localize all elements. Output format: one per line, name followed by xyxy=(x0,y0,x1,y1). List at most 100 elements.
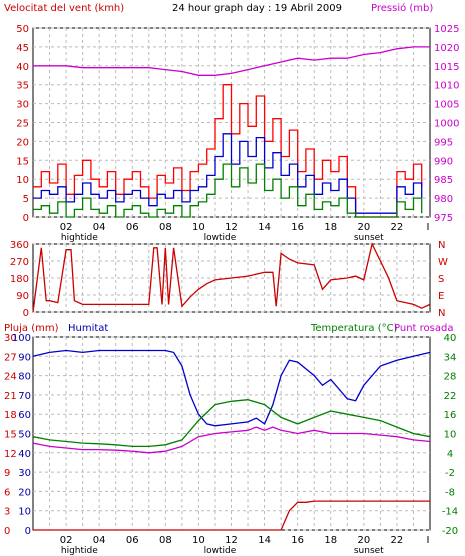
temperature-y-tick-label: 40 xyxy=(444,333,457,344)
left-title: Velocitat del vent (kmh) xyxy=(4,3,124,14)
rain-y-tick-label: 6 xyxy=(4,487,10,498)
x-tick-label: 04 xyxy=(93,535,106,546)
x-tick-label: I xyxy=(427,222,430,233)
x-annotation-label: sunset xyxy=(354,233,384,243)
humidity-y-tick-label: 60 xyxy=(18,410,31,421)
temperature-axis-label: Temperatura (°C) xyxy=(310,323,398,334)
x-tick-label: 16 xyxy=(291,222,304,233)
humidity-y-tick-label: 20 xyxy=(18,487,31,498)
x-tick-label: 22 xyxy=(391,222,404,233)
direction-y-tick-label: 0 xyxy=(23,308,29,319)
temperature-y-tick-label: -8 xyxy=(445,487,455,498)
series-humitat-line xyxy=(32,349,431,427)
series-average-line xyxy=(33,133,423,214)
x-tick-label: 18 xyxy=(324,222,337,233)
compass-label: N xyxy=(438,308,445,319)
x-annotation-label: hightide xyxy=(61,546,98,556)
x-tick-label: 12 xyxy=(225,535,238,546)
wind-y-tick-label: 0 xyxy=(23,213,29,224)
compass-label: E xyxy=(438,291,444,302)
humidity-y-tick-label: 40 xyxy=(18,449,31,460)
humidity-y-tick-label: 10 xyxy=(18,507,31,518)
wind-panel: 0510152025303540455097598098599099510001… xyxy=(16,24,459,243)
humidity-y-tick-label: 80 xyxy=(18,372,31,383)
compass-label: S xyxy=(438,274,444,285)
pressure-y-tick-label: 1025 xyxy=(434,24,459,35)
pressure-y-tick-label: 995 xyxy=(434,137,453,148)
climate-panel: 0369121518212427300102030405060708090100… xyxy=(4,333,458,556)
x-annotation-label: sunset xyxy=(354,546,384,556)
x-annotation-label: hightide xyxy=(61,233,98,243)
temperature-y-tick-label: 22 xyxy=(444,391,457,402)
direction-y-tick-label: 360 xyxy=(10,240,29,251)
x-tick-label: 10 xyxy=(192,222,205,233)
wind-y-tick-label: 50 xyxy=(16,24,29,35)
x-tick-label: 22 xyxy=(391,535,404,546)
rain-y-tick-label: 21 xyxy=(4,391,17,402)
rain-y-tick-label: 27 xyxy=(4,352,17,363)
pressure-y-tick-label: 980 xyxy=(434,194,453,205)
temperature-y-tick-label: -14 xyxy=(442,507,458,518)
wind-y-tick-label: 25 xyxy=(16,119,29,130)
dewpoint-axis-label: Punt rosada xyxy=(394,323,453,334)
x-tick-label: 16 xyxy=(291,535,304,546)
pressure-y-tick-label: 990 xyxy=(434,156,453,167)
rain-y-tick-label: 30 xyxy=(4,333,17,344)
wind-y-tick-label: 45 xyxy=(16,43,29,54)
pressure-y-tick-label: 1015 xyxy=(434,62,459,73)
pressure-y-tick-label: 1005 xyxy=(434,100,459,111)
temperature-y-tick-label: -20 xyxy=(442,526,458,537)
rain-y-tick-label: 3 xyxy=(4,507,10,518)
pressure-y-tick-label: 1010 xyxy=(434,81,459,92)
humidity-y-tick-label: 100 xyxy=(12,333,31,344)
rain-y-tick-label: 0 xyxy=(4,526,10,537)
x-tick-label: 02 xyxy=(60,535,73,546)
temperature-y-tick-label: 16 xyxy=(444,410,457,421)
humidity-axis-label: Humitat xyxy=(68,323,108,334)
x-tick-label: 10 xyxy=(192,535,205,546)
direction-y-tick-label: 270 xyxy=(10,257,29,268)
x-tick-label: 02 xyxy=(60,222,73,233)
series-punt-rosada-line xyxy=(32,426,431,454)
direction-y-tick-label: 180 xyxy=(10,274,29,285)
x-tick-label: 06 xyxy=(126,535,139,546)
temperature-y-tick-label: 34 xyxy=(444,352,457,363)
rain-y-tick-label: 15 xyxy=(4,430,17,441)
x-tick-label: 14 xyxy=(258,535,271,546)
x-tick-label: 20 xyxy=(357,535,370,546)
humidity-y-tick-label: 30 xyxy=(18,468,31,479)
humidity-y-tick-label: 0 xyxy=(25,526,31,537)
temperature-y-tick-label: -2 xyxy=(445,468,455,479)
humidity-y-tick-label: 50 xyxy=(18,430,31,441)
rain-y-tick-label: 12 xyxy=(4,449,17,460)
rain-axis-label: Pluja (mm) xyxy=(4,323,59,334)
x-tick-label: 18 xyxy=(324,535,337,546)
x-tick-label: 08 xyxy=(159,535,172,546)
center-title: 24 hour graph day : 19 Abril 2009 xyxy=(172,3,342,14)
wind-y-tick-label: 5 xyxy=(23,194,29,205)
temperature-y-tick-label: 4 xyxy=(447,449,453,460)
wind-y-tick-label: 40 xyxy=(16,62,29,73)
series-direction-line xyxy=(32,242,431,313)
x-tick-label: 04 xyxy=(93,222,106,233)
compass-label: N xyxy=(438,240,445,251)
humidity-y-tick-label: 70 xyxy=(18,391,31,402)
x-tick-label: 12 xyxy=(225,222,238,233)
x-annotation-label: lowtide xyxy=(204,233,237,243)
wind-y-tick-label: 30 xyxy=(16,100,29,111)
x-annotation-label: lowtide xyxy=(204,546,237,556)
direction-y-tick-label: 90 xyxy=(16,291,29,302)
wind-y-tick-label: 35 xyxy=(16,81,29,92)
right-title: Pressió (mb) xyxy=(371,2,433,14)
pressure-y-tick-label: 985 xyxy=(434,175,453,186)
rain-y-tick-label: 24 xyxy=(4,372,17,383)
series-pressure-line xyxy=(33,46,430,76)
wind-y-tick-label: 15 xyxy=(16,156,29,167)
x-tick-label: 14 xyxy=(258,222,271,233)
pressure-y-tick-label: 1020 xyxy=(434,43,459,54)
temperature-y-tick-label: 28 xyxy=(444,372,457,383)
pressure-y-tick-label: 975 xyxy=(434,213,453,224)
series-pluja-mm-line xyxy=(33,500,430,531)
